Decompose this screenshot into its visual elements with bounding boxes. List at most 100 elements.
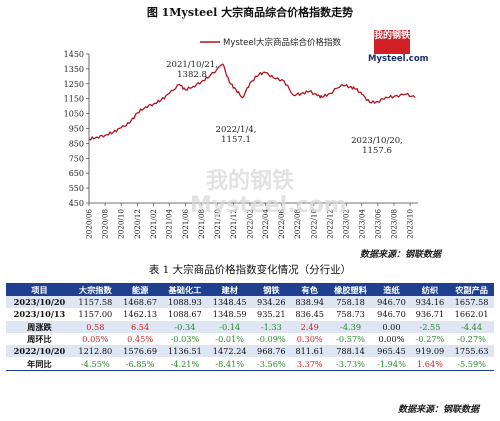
x-tick-label: 2021/02 bbox=[149, 209, 158, 239]
column-header: 钢铁 bbox=[252, 283, 291, 296]
table-cell: 965.45 bbox=[372, 345, 411, 358]
table-cell: -3.73% bbox=[328, 357, 373, 371]
table-cell: 2.49 bbox=[290, 320, 329, 333]
y-tick-label: 450 bbox=[69, 199, 84, 208]
table-cell: 838.94 bbox=[290, 296, 329, 309]
table-cell: -1.33 bbox=[252, 320, 291, 333]
table-cell: -0.09% bbox=[252, 332, 291, 346]
row-label: 2022/10/20 bbox=[6, 345, 73, 358]
table-cell: -0.14 bbox=[207, 320, 253, 333]
x-tick-label: 2020/10 bbox=[117, 209, 126, 239]
column-header: 大宗指数 bbox=[72, 283, 118, 296]
column-header: 项目 bbox=[6, 283, 73, 296]
table-cell: -3.56% bbox=[252, 357, 291, 371]
table-cell: -0.34 bbox=[162, 320, 208, 333]
table-cell: 946.70 bbox=[372, 296, 411, 309]
y-tick-label: 1250 bbox=[64, 80, 84, 89]
table-title: 表 1 大宗商品价格指数变化情况（分行业） bbox=[148, 264, 352, 276]
x-tick-label: 2022/10 bbox=[309, 209, 318, 239]
table-cell: -0.01% bbox=[207, 332, 253, 346]
table-cell: 1157.58 bbox=[72, 296, 118, 309]
column-header: 有色 bbox=[290, 283, 329, 296]
table-cell: -1.94% bbox=[372, 357, 411, 371]
table-cell: 935.21 bbox=[252, 308, 291, 321]
table-cell: 0.58 bbox=[72, 320, 118, 333]
annotation-date: 2022/1/4, bbox=[216, 125, 257, 135]
column-header: 纺织 bbox=[410, 283, 450, 296]
line-chart: 450 550 650 750 850 950 1050 1150 1250 1350 1450 20… bbox=[64, 37, 418, 239]
x-tick-label: 2023/04 bbox=[357, 209, 366, 239]
table-cell: 1662.01 bbox=[449, 308, 494, 321]
annotation-value: 1382.8 bbox=[177, 70, 207, 80]
table-row: 周涨跌 0.58 6.54 -0.34 -0.14 -1.33 2.49 -4.39 0.00-… bbox=[6, 320, 494, 333]
y-tick-label: 1050 bbox=[64, 110, 84, 119]
table-cell: 968.76 bbox=[252, 345, 291, 358]
x-tick-label: 2023/08 bbox=[389, 209, 398, 239]
table-cell: 1472.24 bbox=[207, 345, 253, 358]
figure-title: 图 1Mysteel 大宗商品综合价格指数走势 bbox=[146, 6, 354, 19]
table-header-row: 项目 大宗指数 能源 基础化工 建材 钢铁 有色 橡胶塑料 造纸 纺织 农副产品 bbox=[6, 283, 494, 296]
column-header: 造纸 bbox=[372, 283, 411, 296]
annotation-value: 1157.1 bbox=[221, 135, 251, 145]
logo-mark: 我的钢铁 bbox=[374, 30, 410, 54]
table-cell: -0.27% bbox=[449, 332, 494, 346]
table-source: 数据来源：钢联数据 bbox=[398, 405, 480, 415]
annotation-date: 2021/10/21, bbox=[166, 60, 218, 70]
table-cell: -6.85% bbox=[117, 357, 163, 371]
row-label: 2023/10/20 bbox=[6, 296, 73, 309]
x-tick-label: 2022/04 bbox=[261, 209, 270, 239]
table-cell: -8.41% bbox=[207, 357, 253, 371]
x-tick-label: 2020/12 bbox=[133, 209, 142, 239]
table-cell: 1088.67 bbox=[162, 308, 208, 321]
x-tick-label: 2021/08 bbox=[197, 209, 206, 239]
table-cell: 0.45% bbox=[117, 332, 163, 346]
table-cell: -5.59% bbox=[449, 357, 494, 371]
table-cell: 946.70 bbox=[372, 308, 411, 321]
table-cell: 1348.45 bbox=[207, 296, 253, 309]
table-cell: -0.03% bbox=[162, 332, 208, 346]
x-tick-label: 2020/06 bbox=[85, 209, 94, 239]
table-cell: -4.21% bbox=[162, 357, 208, 371]
x-tick-label: 2020/08 bbox=[101, 209, 110, 239]
x-tick-label: 2022/06 bbox=[277, 209, 286, 239]
table-cell: 1212.80 bbox=[72, 345, 118, 358]
row-label: 周涨跌 bbox=[6, 320, 73, 333]
table-cell: 1157.00 bbox=[72, 308, 118, 321]
x-tick-label: 2021/04 bbox=[165, 209, 174, 239]
column-header: 农副产品 bbox=[449, 283, 494, 296]
logo-wordmark: Mysteel.com bbox=[368, 54, 429, 64]
y-tick-label: 950 bbox=[69, 125, 84, 134]
y-tick-label: 1450 bbox=[64, 50, 84, 59]
mysteel-logo: 我的钢铁 Mysteel.com bbox=[368, 30, 429, 66]
table-cell: 0.30% bbox=[290, 332, 329, 346]
table-cell: 1576.69 bbox=[117, 345, 163, 358]
table-row: 年同比 -4.55% -6.85% -4.21% -8.41% -3.56% 3.37% -3… bbox=[6, 357, 494, 371]
table-cell: 1.64% bbox=[410, 357, 450, 371]
row-label: 周环比 bbox=[6, 332, 73, 346]
table-cell: 1088.93 bbox=[162, 296, 208, 309]
x-tick-label: 2022/12 bbox=[325, 209, 334, 239]
table-cell: 936.71 bbox=[410, 308, 450, 321]
legend-label: Mysteel大宗商品综合价格指数 bbox=[223, 37, 341, 48]
table-cell: -4.39 bbox=[328, 320, 373, 333]
table-cell: -0.57% bbox=[328, 332, 373, 346]
x-tick-label: 2021/12 bbox=[229, 209, 238, 239]
table-cell: 1657.58 bbox=[449, 296, 494, 309]
industry-index-table: 项目 大宗指数 能源 基础化工 建材 钢铁 有色 橡胶塑料 造纸 纺织 农副产品 2023/10/2… bbox=[6, 283, 494, 371]
column-header: 建材 bbox=[207, 283, 253, 296]
table-cell: 934.16 bbox=[410, 296, 450, 309]
y-tick-label: 550 bbox=[69, 184, 84, 193]
annotation-value: 1157.6 bbox=[362, 146, 392, 156]
column-header: 能源 bbox=[117, 283, 163, 296]
table-cell: 3.37% bbox=[290, 357, 329, 371]
x-tick-label: 2022/02 bbox=[245, 209, 254, 239]
x-tick-label: 2021/10 bbox=[213, 209, 222, 239]
x-tick-label: 2023/02 bbox=[342, 209, 351, 239]
y-tick-label: 750 bbox=[69, 154, 84, 163]
table-cell: 919.09 bbox=[410, 345, 450, 358]
table-cell: 758.18 bbox=[328, 296, 373, 309]
table-cell: 1136.51 bbox=[162, 345, 208, 358]
table-cell: 788.14 bbox=[328, 345, 373, 358]
table-cell: -4.55% bbox=[72, 357, 118, 371]
y-tick-label: 850 bbox=[69, 139, 84, 148]
